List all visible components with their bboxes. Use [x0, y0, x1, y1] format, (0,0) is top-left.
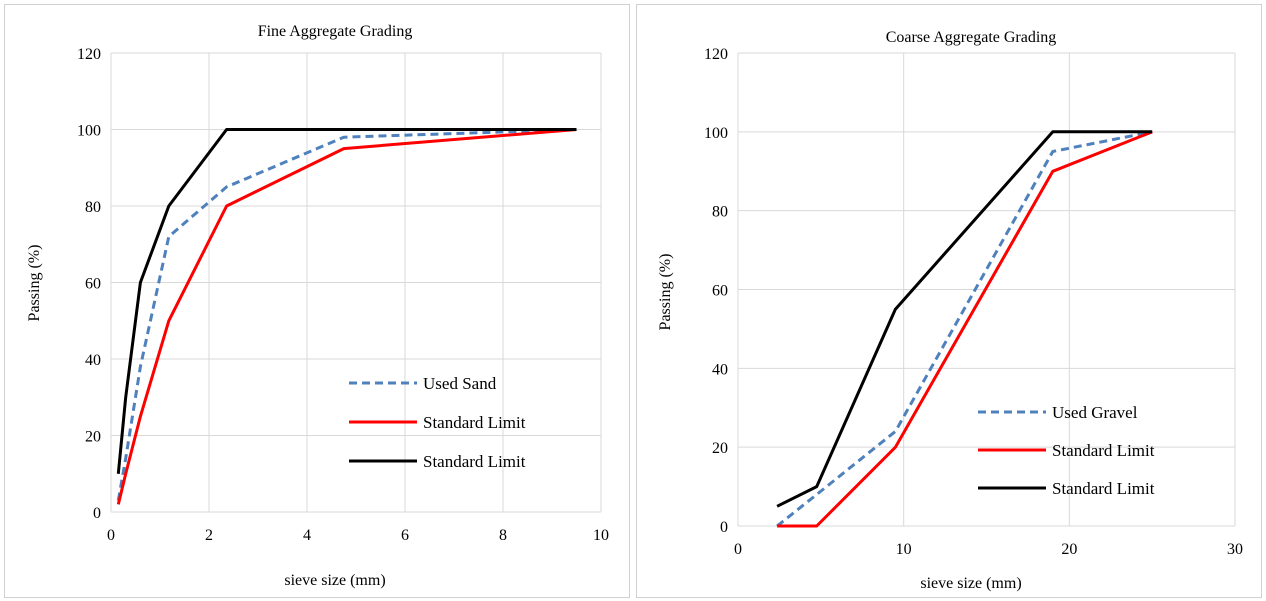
- tick-labels: 0 20 40 60 80 100 120 0 10 20 30: [704, 46, 1243, 558]
- tick-labels: 0 20 40 60 80 100 120 0 2 4 6 8 10: [77, 46, 609, 544]
- x-tick-label: 0: [734, 541, 742, 558]
- series-lines: [776, 130, 1153, 528]
- x-tick-label: 6: [401, 527, 409, 544]
- y-tick-label: 80: [712, 204, 728, 221]
- y-tick-label: 20: [712, 440, 728, 457]
- legend-label-0: Used Gravel: [1052, 403, 1138, 422]
- grid: [738, 52, 1236, 526]
- x-axis-label: sieve size (mm): [284, 572, 385, 589]
- y-tick-label: 120: [77, 46, 101, 63]
- y-tick-label: 40: [712, 361, 728, 378]
- y-tick-label: 60: [712, 283, 728, 300]
- legend: Used Sand Standard Limit Standard Limit: [349, 374, 526, 471]
- chart-title: Coarse Aggregate Grading: [886, 29, 1057, 46]
- axes: [110, 53, 601, 513]
- series-line-0: [116, 128, 577, 501]
- series-line-1: [777, 130, 1153, 528]
- x-tick-label: 10: [896, 541, 912, 558]
- x-tick-label: 2: [205, 527, 213, 544]
- axes: [737, 53, 1235, 527]
- chart-title: Fine Aggregate Grading: [258, 23, 413, 40]
- x-tick-label: 30: [1227, 541, 1243, 558]
- x-tick-label: 20: [1061, 541, 1077, 558]
- legend-label-1: Standard Limit: [1052, 441, 1155, 460]
- x-tick-label: 4: [303, 527, 311, 544]
- y-tick-label: 20: [85, 429, 101, 446]
- legend: Used Gravel Standard Limit Standard Limit: [978, 403, 1155, 498]
- y-axis-label: Passing (%): [657, 254, 674, 331]
- y-tick-label: 100: [77, 123, 101, 140]
- y-axis-label: Passing (%): [26, 245, 43, 322]
- x-tick-label: 8: [499, 527, 507, 544]
- y-tick-label: 0: [93, 505, 101, 522]
- y-tick-label: 100: [704, 125, 728, 142]
- legend-label-0: Used Sand: [423, 374, 497, 393]
- series-lines: [116, 128, 577, 505]
- series-line-2: [776, 130, 1153, 508]
- series-line-2: [116, 128, 577, 474]
- x-axis-label: sieve size (mm): [920, 575, 1021, 592]
- y-tick-label: 80: [85, 199, 101, 216]
- x-tick-label: 0: [107, 527, 115, 544]
- y-tick-label: 0: [720, 519, 728, 536]
- fine-aggregate-chart-svg: Fine Aggregate Grading 0 20 40 60 80 100 120 0 2…: [26, 23, 609, 589]
- fine-aggregate-chart: Fine Aggregate Grading 0 20 40 60 80 100 120 0 2…: [4, 4, 630, 598]
- coarse-aggregate-chart-svg: Coarse Aggregate Grading 020406080100120…: [657, 29, 1243, 592]
- grid: [111, 52, 602, 512]
- y-tick-label: 60: [85, 276, 101, 293]
- y-tick-label: 40: [85, 352, 101, 369]
- series-line-0: [776, 130, 1153, 528]
- legend-label-2: Standard Limit: [1052, 479, 1155, 498]
- series-line-1: [116, 128, 577, 505]
- y-tick-label: 120: [704, 46, 728, 63]
- x-tick-label: 10: [593, 527, 609, 544]
- legend-label-1: Standard Limit: [423, 413, 526, 432]
- coarse-aggregate-chart: Coarse Aggregate Grading 0 20 40 60 80 100 120…: [636, 4, 1262, 598]
- legend-label-2: Standard Limit: [423, 452, 526, 471]
